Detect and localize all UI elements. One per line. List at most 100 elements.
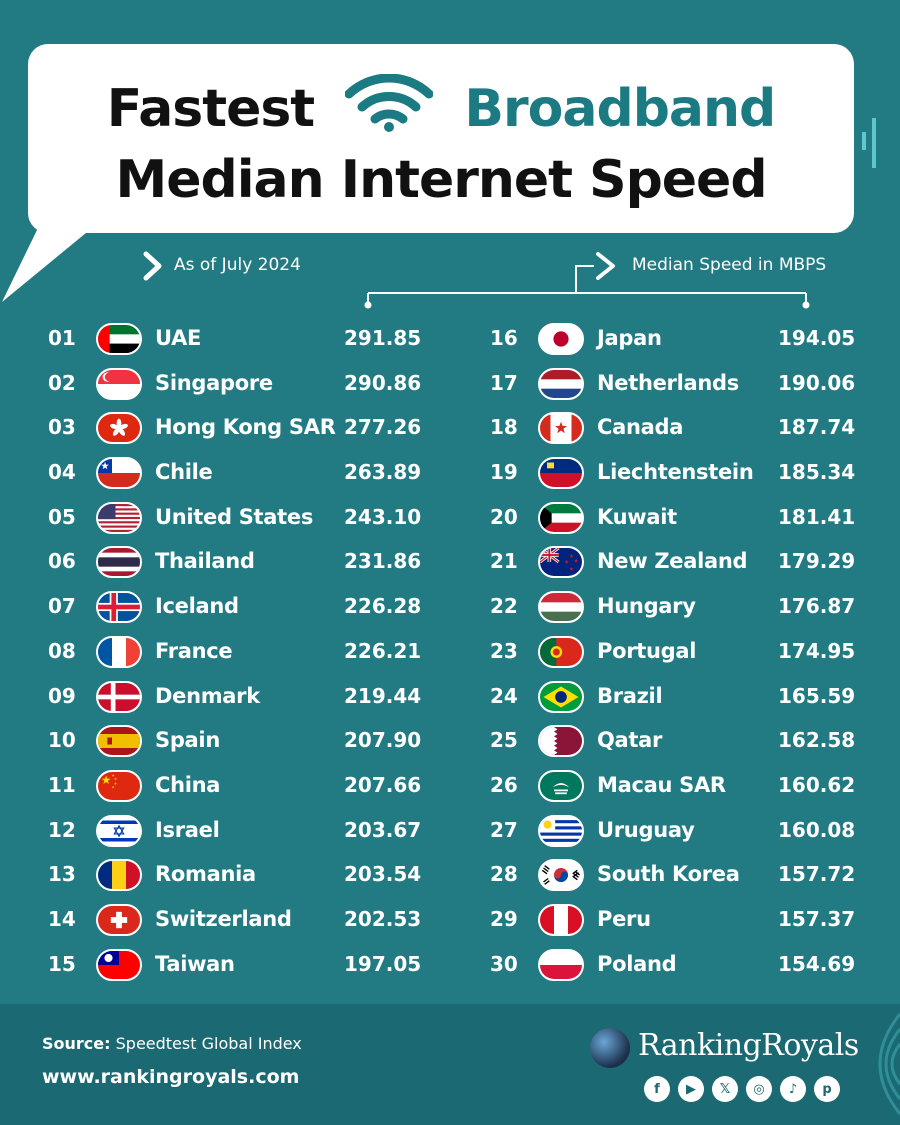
flag-canada-icon	[538, 412, 584, 445]
rank-label: 28	[490, 862, 518, 887]
rank-label: 07	[48, 594, 76, 619]
rank-label: 06	[48, 549, 76, 574]
rank-label: 01	[48, 326, 76, 350]
unit-note: Median Speed in MBPS	[632, 255, 827, 275]
speed-value: 185.34	[778, 460, 856, 485]
speed-value: 290.86	[344, 370, 422, 395]
website-link[interactable]: www.rankingroyals.com	[42, 1066, 300, 1088]
speed-value: 202.53	[344, 906, 422, 931]
country-label: Peru	[597, 906, 651, 931]
speed-value: 187.74	[778, 415, 856, 440]
flag-singapore-icon	[96, 367, 142, 400]
country-label: Kuwait	[597, 504, 677, 529]
rank-label: 24	[490, 683, 518, 708]
social-icons: f ▶ 𝕏 ◎ ♪ p	[644, 1076, 840, 1102]
tiktok-icon[interactable]: ♪	[780, 1076, 806, 1102]
rank-label: 14	[48, 906, 76, 931]
rank-label: 29	[490, 906, 518, 931]
speed-value: 194.05	[778, 326, 856, 350]
speed-value: 226.28	[344, 594, 422, 619]
country-label: China	[155, 772, 221, 797]
source-label: Source:	[42, 1034, 111, 1053]
flag-peru-icon	[538, 903, 584, 936]
country-label: Qatar	[597, 728, 663, 753]
flag-uruguay-icon	[538, 814, 584, 847]
flag-switzerland-icon	[96, 903, 142, 936]
flag-brazil-icon	[538, 680, 584, 713]
rank-label: 15	[48, 951, 76, 976]
wifi-icon	[345, 74, 434, 132]
rank-label: 27	[490, 817, 518, 842]
country-label: Chile	[155, 460, 213, 485]
flag-iceland-icon	[96, 591, 142, 624]
pinterest-icon[interactable]: p	[814, 1076, 840, 1102]
facebook-icon[interactable]: f	[644, 1076, 670, 1102]
x-icon[interactable]: 𝕏	[712, 1076, 738, 1102]
speed-value: 291.85	[344, 326, 422, 350]
rank-label: 21	[490, 549, 518, 574]
speed-value: 181.41	[778, 504, 856, 529]
country-label: Netherlands	[597, 370, 739, 395]
country-label: Japan	[597, 326, 662, 350]
flag-china-icon	[96, 769, 142, 802]
rank-label: 04	[48, 460, 76, 485]
speed-value: 263.89	[344, 460, 422, 485]
speed-value: 174.95	[778, 638, 856, 663]
country-label: Thailand	[155, 549, 255, 574]
speed-value: 207.90	[344, 728, 422, 753]
speed-value: 207.66	[344, 772, 422, 797]
flag-spain-icon	[96, 725, 142, 758]
flag-netherlands-icon	[538, 367, 584, 400]
date-note: As of July 2024	[174, 255, 301, 275]
rank-label: 25	[490, 728, 518, 753]
source-value: Speedtest Global Index	[115, 1034, 302, 1053]
flag-liechtenstein-icon	[538, 457, 584, 490]
rank-label: 08	[48, 638, 76, 663]
flag-united-states-icon	[96, 501, 142, 534]
country-label: Uruguay	[597, 817, 695, 842]
speed-value: 157.37	[778, 906, 856, 931]
rank-label: 26	[490, 772, 518, 797]
title-word-fastest: Fastest	[106, 79, 315, 139]
title-line-1: Fastest Broadband	[28, 74, 854, 139]
globe-logo-icon	[590, 1028, 630, 1068]
brand-name: RankingRoyals	[638, 1028, 859, 1063]
flag-uae-icon	[96, 323, 142, 355]
speed-value: 160.62	[778, 772, 856, 797]
youtube-icon[interactable]: ▶	[678, 1076, 704, 1102]
country-label: Taiwan	[155, 951, 235, 976]
country-label: New Zealand	[597, 549, 748, 574]
speed-value: 226.21	[344, 638, 422, 663]
rank-label: 12	[48, 817, 76, 842]
rank-label: 11	[48, 772, 76, 797]
speed-value: 165.59	[778, 683, 856, 708]
country-label: United States	[155, 504, 314, 529]
country-label: Denmark	[155, 683, 260, 708]
flag-romania-icon	[96, 859, 142, 892]
speed-column-connector	[364, 252, 810, 309]
country-label: South Korea	[597, 862, 740, 887]
flag-taiwan-icon	[96, 948, 142, 981]
speed-value: 197.05	[344, 951, 422, 976]
source-note: Source: Speedtest Global Index	[42, 1034, 302, 1053]
speed-value: 219.44	[344, 683, 422, 708]
speed-value: 203.67	[344, 817, 422, 842]
speed-value: 154.69	[778, 951, 856, 976]
instagram-icon[interactable]: ◎	[746, 1076, 772, 1102]
country-label: Singapore	[155, 370, 273, 395]
rank-label: 18	[490, 415, 518, 440]
flag-south-korea-icon	[538, 859, 584, 892]
flag-denmark-icon	[96, 680, 142, 713]
country-label: Poland	[597, 951, 677, 976]
country-label: Spain	[155, 728, 220, 753]
country-label: Hong Kong SAR	[155, 415, 336, 440]
rank-label: 03	[48, 415, 76, 440]
speed-value: 190.06	[778, 370, 856, 395]
title-bubble: Fastest Broadband Median Internet Speed	[28, 44, 854, 233]
title-line-2: Median Internet Speed	[115, 150, 767, 210]
rank-label: 05	[48, 504, 76, 529]
rank-label: 13	[48, 862, 76, 887]
rank-label: 30	[490, 951, 518, 976]
flag-chile-icon	[96, 457, 142, 490]
speed-value: 179.29	[778, 549, 856, 574]
